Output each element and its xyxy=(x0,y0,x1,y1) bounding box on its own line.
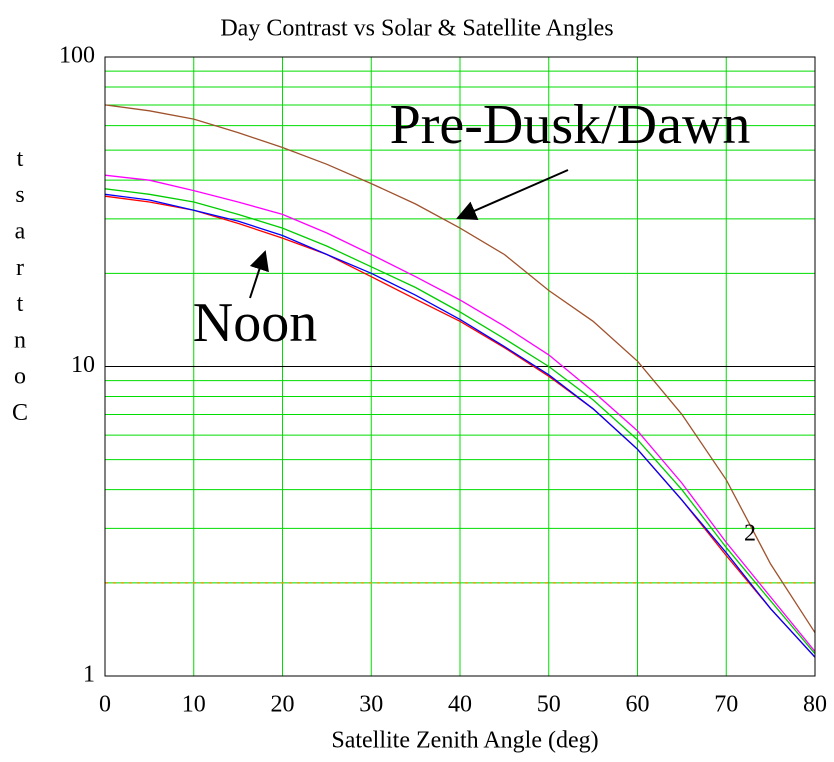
x-tick-label: 60 xyxy=(626,692,650,718)
arrow xyxy=(456,169,569,220)
x-tick-label: 40 xyxy=(448,692,472,718)
y-tick-label: 100 xyxy=(59,43,95,69)
x-tick-label: 30 xyxy=(359,692,383,718)
x-tick-label: 0 xyxy=(99,692,111,718)
y-tick-label: 10 xyxy=(71,352,95,378)
annotation: Pre-Dusk/Dawn xyxy=(390,94,751,156)
y-tick-label: 1 xyxy=(83,662,95,688)
data-line xyxy=(104,174,816,652)
x-tick-label: 10 xyxy=(182,692,206,718)
plot-area: 0 10 20 30 40 50 60 70 80 1 10 100 xyxy=(59,43,827,718)
y-axis-label: Contrast xyxy=(12,145,28,425)
chart-title: Day Contrast vs Solar & Satellite Angles xyxy=(220,16,613,42)
data-line xyxy=(104,188,816,655)
annotation: 2 xyxy=(744,521,756,547)
x-axis-label: Satellite Zenith Angle (deg) xyxy=(331,728,598,754)
data-line xyxy=(104,104,816,634)
x-tick-label: 70 xyxy=(714,692,738,718)
annotation: Noon xyxy=(193,292,317,354)
x-tick-label: 20 xyxy=(271,692,295,718)
plot-frame xyxy=(104,56,816,677)
x-tick-label: 80 xyxy=(803,692,827,718)
data-line xyxy=(104,193,816,658)
x-tick-label: 50 xyxy=(537,692,561,718)
arrow xyxy=(249,250,269,299)
